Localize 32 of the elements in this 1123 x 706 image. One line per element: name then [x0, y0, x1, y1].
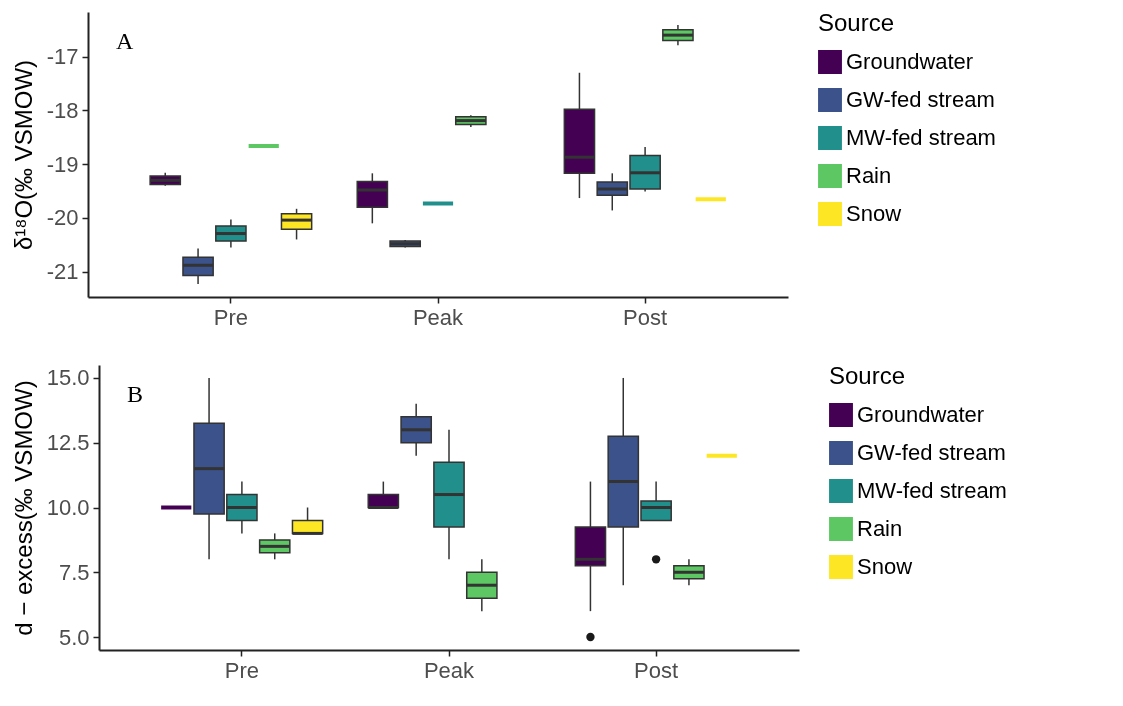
- x-tick-label: Pre: [224, 657, 260, 683]
- legend-label: GW-fed stream: [857, 440, 1006, 465]
- y-tick-label: 12.5: [46, 430, 90, 456]
- legend-label: Rain: [846, 163, 892, 188]
- legend-title: Source: [829, 362, 906, 389]
- x-tick-label: Post: [623, 304, 668, 330]
- x-tick-label: Post: [634, 657, 679, 683]
- y-tick-label: -20: [46, 205, 79, 231]
- y-tick-label: 15.0: [46, 365, 90, 391]
- legend-label: MW-fed stream: [857, 478, 1007, 503]
- legend-label: Groundwater: [857, 402, 985, 427]
- y-tick-label: -18: [46, 97, 79, 123]
- legend-label: Snow: [846, 201, 902, 226]
- x-tick-label: Peak: [423, 657, 476, 683]
- y-tick-label: -21: [46, 259, 79, 285]
- legend-title: Source: [818, 9, 895, 36]
- legend-label: Groundwater: [846, 49, 974, 74]
- annotation: B: [127, 381, 144, 407]
- x-tick-label: Pre: [213, 304, 249, 330]
- legend-label: Rain: [857, 516, 903, 541]
- legend-label: GW-fed stream: [846, 87, 995, 112]
- y-tick-label: 7.5: [58, 559, 90, 585]
- legend-label: Snow: [857, 554, 913, 579]
- y-axis-title: d − excess(‰ VSMOW): [9, 380, 37, 636]
- y-axis-title: δ¹⁸O(‰ VSMOW): [9, 59, 37, 251]
- y-tick-label: -17: [46, 44, 79, 70]
- y-tick-label: 10.0: [46, 495, 90, 520]
- y-tick-label: 5.0: [58, 624, 90, 650]
- legend-label: MW-fed stream: [846, 125, 996, 150]
- y-tick-label: -19: [46, 151, 79, 177]
- x-tick-label: Peak: [412, 304, 465, 330]
- annotation: A: [116, 28, 134, 54]
